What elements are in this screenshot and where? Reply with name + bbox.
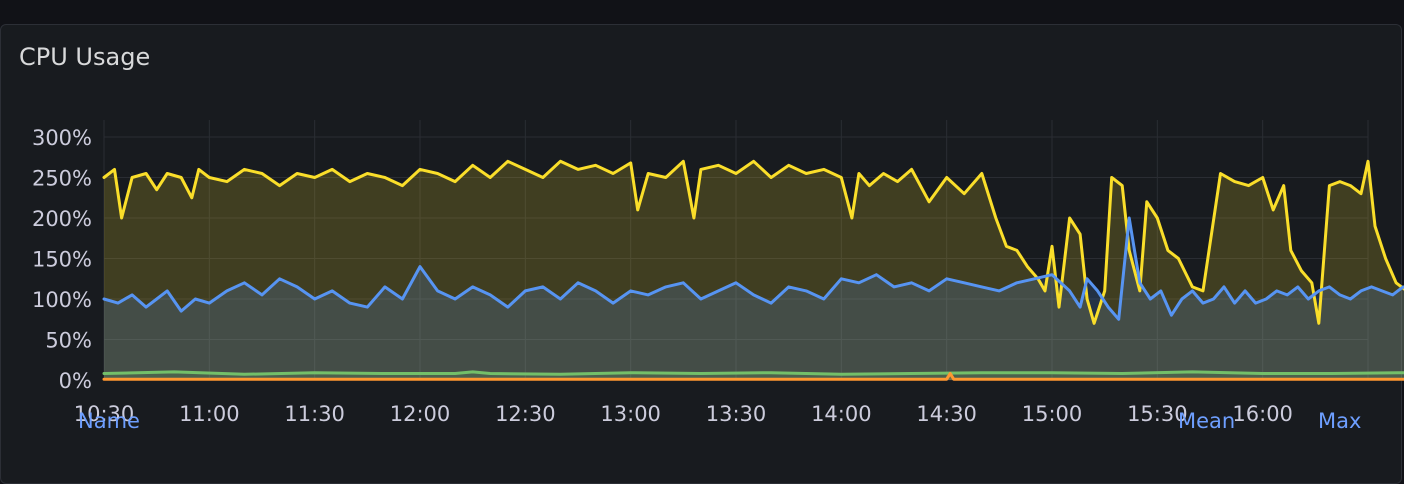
- legend-mean-header[interactable]: Mean: [1178, 409, 1236, 433]
- legend-name-header[interactable]: Name: [78, 409, 140, 433]
- series-layer: [102, 159, 1404, 381]
- x-tick-label: 12:30: [495, 402, 556, 426]
- x-tick-label: 13:00: [600, 402, 661, 426]
- y-tick-label: 0%: [59, 369, 92, 393]
- y-tick-label: 250%: [32, 167, 92, 191]
- y-axis: 0% 50% 100% 150% 200% 250% 300%: [32, 126, 92, 393]
- y-tick-label: 300%: [32, 126, 92, 150]
- y-tick-label: 200%: [32, 207, 92, 231]
- series-line-2[interactable]: [102, 370, 1404, 376]
- cpu-usage-chart: 0% 50% 100% 150% 200% 250% 300% 10:30 11:00 11:3…: [32, 120, 1404, 426]
- x-tick-label: 11:30: [284, 402, 345, 426]
- x-tick-label: 14:30: [916, 402, 977, 426]
- x-tick-label: 14:00: [811, 402, 872, 426]
- x-tick-label: 11:00: [179, 402, 240, 426]
- series-line-0[interactable]: [102, 159, 1404, 376]
- x-tick-label: 13:30: [706, 402, 767, 426]
- series-line-1[interactable]: [102, 216, 1404, 321]
- x-tick-label: 12:00: [390, 402, 451, 426]
- panel-title[interactable]: CPU Usage: [19, 43, 151, 71]
- series-line-3[interactable]: [102, 372, 1404, 381]
- cpu-usage-panel: CPU Usage: [0, 24, 1402, 484]
- x-tick-label: 15:00: [1022, 402, 1083, 426]
- x-tick-label: 16:00: [1232, 402, 1293, 426]
- series-area-1: [104, 218, 1404, 380]
- x-axis: 10:30 11:00 11:30 12:00 12:30 13:00 13:30 14:00…: [74, 402, 1293, 426]
- series-area-0: [104, 161, 1404, 380]
- y-tick-label: 150%: [32, 248, 92, 272]
- y-tick-label: 50%: [45, 329, 92, 353]
- legend-max-header[interactable]: Max: [1318, 409, 1362, 433]
- y-tick-label: 100%: [32, 288, 92, 312]
- x-tick-label: 15:30: [1127, 402, 1188, 426]
- x-tick-label: 10:30: [74, 402, 135, 426]
